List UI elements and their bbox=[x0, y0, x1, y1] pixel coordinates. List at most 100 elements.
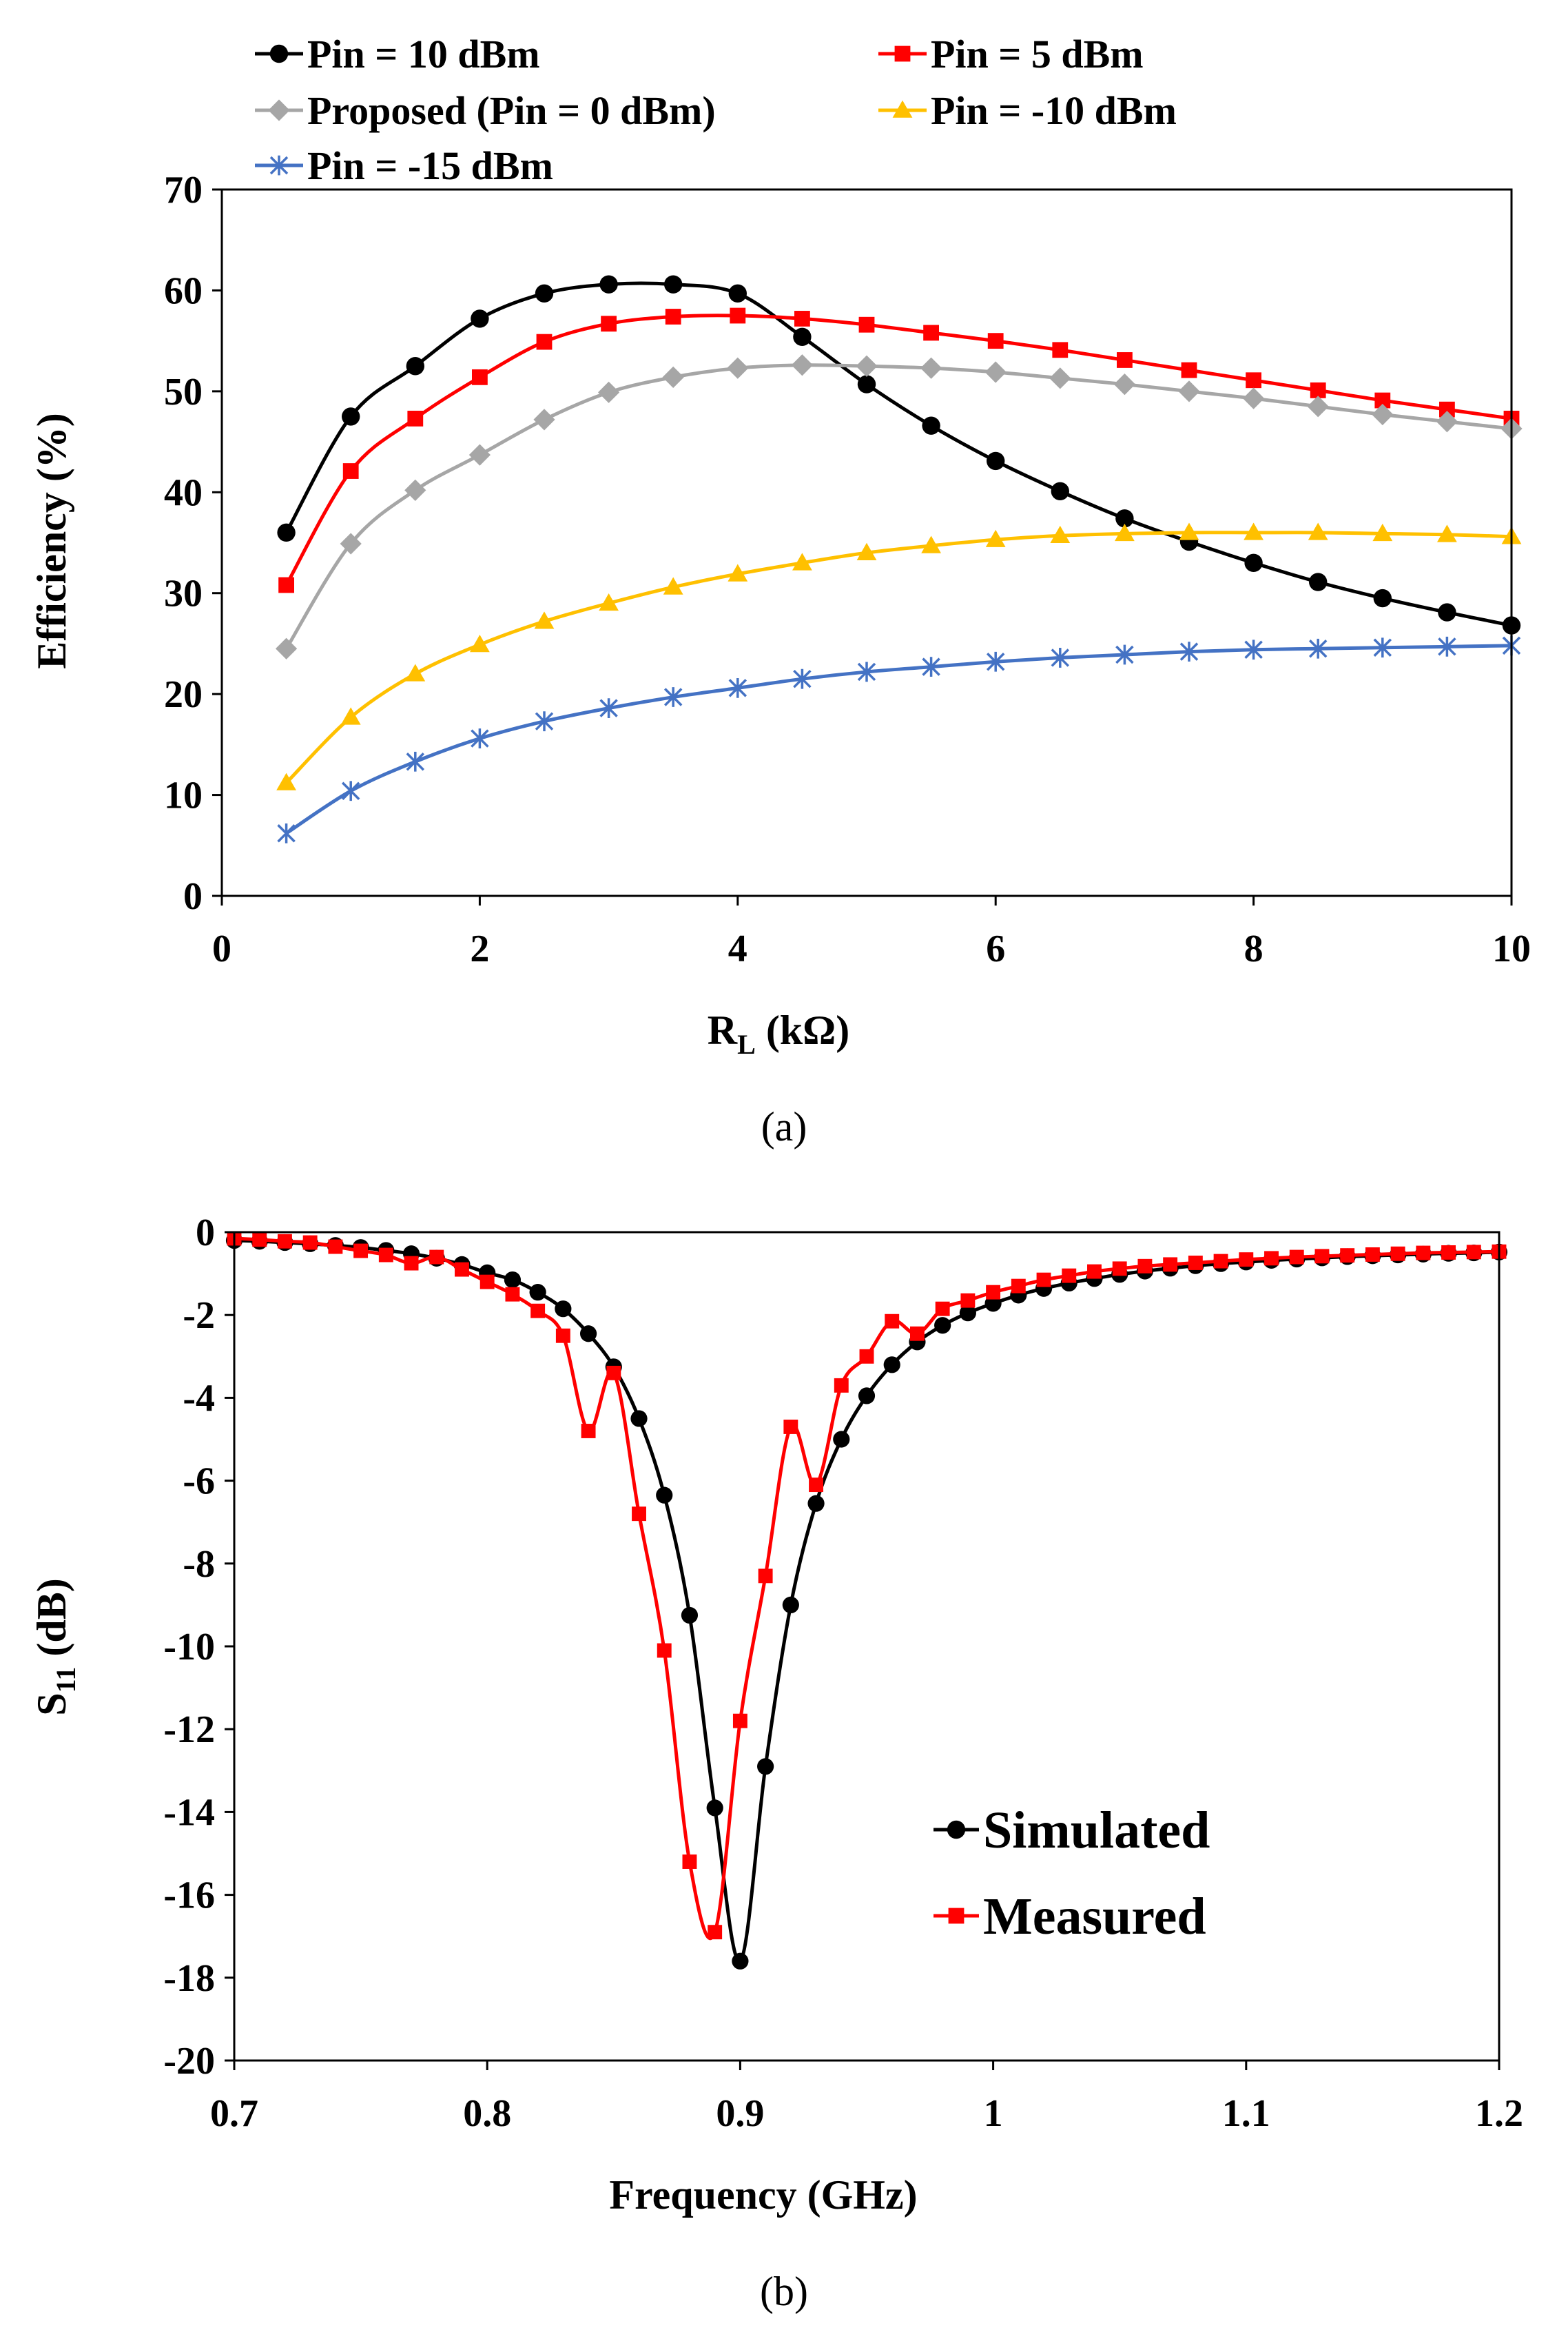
b-data-point-measured bbox=[1062, 1268, 1077, 1283]
b-y-tick-label: -16 bbox=[163, 1874, 215, 1917]
a-data-point-pin-10-dbm bbox=[340, 707, 361, 725]
a-x-tick-label: 0 bbox=[212, 928, 231, 970]
b-series-line-measured bbox=[234, 1236, 1500, 1941]
a-data-point-pin-10-dbm bbox=[793, 327, 812, 346]
a-legend-label: Pin = 10 dBm bbox=[307, 32, 540, 76]
a-data-point-pin-15-dbm bbox=[277, 823, 296, 844]
a-y-tick-label: 70 bbox=[164, 169, 203, 212]
a-y-tick-label: 20 bbox=[164, 673, 203, 716]
a-series-pin-10-dbm bbox=[276, 522, 1522, 790]
b-data-point-simulated bbox=[858, 1387, 876, 1404]
a-data-point-pin-15-dbm bbox=[535, 711, 554, 732]
a-data-point-pin-10-dbm bbox=[728, 564, 748, 582]
a-data-point-proposed-pin-0-dbm bbox=[1113, 374, 1135, 396]
a-data-point-proposed-pin-0-dbm bbox=[1372, 403, 1394, 426]
a-data-point-pin-15-dbm bbox=[986, 651, 1005, 672]
a-data-point-proposed-pin-0-dbm bbox=[1243, 387, 1265, 409]
b-data-point-measured bbox=[429, 1249, 444, 1265]
b-data-point-measured bbox=[505, 1287, 520, 1302]
a-y-tick-label: 60 bbox=[164, 269, 203, 312]
b-legend-swatch-marker bbox=[947, 1820, 966, 1839]
panel-b-y-axis-title-sub: 11 bbox=[50, 1667, 81, 1693]
b-data-point-measured bbox=[783, 1420, 798, 1434]
b-data-point-simulated bbox=[681, 1606, 699, 1624]
panel-b-s11-chart: 0 -2 -4 -6 -8 -10 -12 -14 -16 -18 -20 0.7 0.8 0.9 1 1.… bbox=[29, 1212, 1523, 2314]
b-data-point-measured bbox=[885, 1313, 900, 1329]
a-data-point-pin-10-dbm bbox=[1244, 553, 1263, 572]
a-data-point-proposed-pin-0-dbm bbox=[1049, 367, 1071, 389]
a-data-point-proposed-pin-0-dbm bbox=[468, 444, 491, 466]
a-data-point-pin-5-dbm bbox=[472, 369, 488, 385]
a-data-point-pin-10-dbm bbox=[1051, 482, 1070, 501]
b-data-point-measured bbox=[1365, 1247, 1380, 1262]
a-legend-entry-pin-5-dbm: Pin = 5 dBm bbox=[878, 32, 1144, 76]
a-series-line-pin-10-dbm bbox=[285, 281, 1512, 628]
a-legend-swatch-marker bbox=[269, 44, 289, 63]
panel-a-x-axis-title-main: R bbox=[708, 1008, 738, 1053]
b-data-point-measured bbox=[1163, 1257, 1178, 1272]
b-data-point-simulated bbox=[579, 1325, 597, 1342]
a-data-point-pin-15-dbm bbox=[922, 657, 940, 677]
a-data-point-pin-15-dbm bbox=[1373, 637, 1392, 658]
a-x-tick-label: 4 bbox=[728, 928, 747, 970]
b-data-point-simulated bbox=[732, 1952, 749, 1970]
a-data-point-pin-10-dbm bbox=[1179, 522, 1199, 540]
b-data-point-measured bbox=[1137, 1258, 1153, 1274]
b-x-tick-label: 1.2 bbox=[1475, 2092, 1523, 2135]
a-data-point-proposed-pin-0-dbm bbox=[276, 637, 298, 660]
b-data-point-measured bbox=[277, 1234, 292, 1249]
a-data-point-pin-5-dbm bbox=[407, 410, 424, 427]
panel-b-y-axis-title-main: S bbox=[29, 1693, 74, 1715]
a-legend-entry-pin-10-dbm: Pin = 10 dBm bbox=[255, 32, 540, 76]
b-legend-label: Measured bbox=[983, 1888, 1206, 1945]
a-data-point-pin-10-dbm bbox=[599, 593, 619, 611]
b-data-point-measured bbox=[353, 1243, 369, 1258]
b-series-simulated bbox=[225, 1231, 1508, 1970]
a-legend-entry-proposed-pin-0-dbm: Proposed (Pin = 0 dBm) bbox=[255, 88, 716, 133]
a-data-point-proposed-pin-0-dbm bbox=[791, 354, 813, 376]
b-data-point-measured bbox=[632, 1506, 646, 1522]
a-data-point-pin-15-dbm bbox=[471, 728, 489, 748]
b-x-tick-label: 1 bbox=[984, 2092, 1003, 2135]
a-data-point-pin-10-dbm bbox=[856, 542, 877, 560]
b-data-point-measured bbox=[1011, 1278, 1026, 1294]
panel-a-y-axis-title: Efficiency (%) bbox=[29, 413, 74, 669]
a-legend-swatch-marker bbox=[269, 155, 289, 176]
b-data-point-measured bbox=[1213, 1254, 1228, 1269]
b-data-point-simulated bbox=[807, 1495, 825, 1512]
panel-b-caption: (b) bbox=[760, 2269, 808, 2314]
a-data-point-pin-10-dbm bbox=[987, 451, 1005, 471]
panel-a-caption: (a) bbox=[761, 1104, 807, 1149]
a-x-tick-label: 10 bbox=[1492, 928, 1531, 970]
a-legend-swatch-marker bbox=[894, 45, 911, 62]
a-data-point-pin-5-dbm bbox=[1374, 392, 1391, 409]
b-data-point-measured bbox=[708, 1925, 723, 1940]
b-data-point-measured bbox=[1466, 1245, 1481, 1260]
b-data-point-measured bbox=[657, 1643, 672, 1658]
panel-a-series-group bbox=[276, 275, 1523, 844]
a-data-point-proposed-pin-0-dbm bbox=[1178, 380, 1200, 402]
a-data-point-pin-5-dbm bbox=[794, 311, 810, 327]
panel-a-plot-frame bbox=[220, 188, 1513, 897]
a-x-tick-label: 8 bbox=[1244, 928, 1263, 970]
a-data-point-pin-5-dbm bbox=[1052, 342, 1069, 358]
a-data-point-pin-10-dbm bbox=[1115, 509, 1134, 528]
a-data-point-pin-10-dbm bbox=[1115, 523, 1135, 542]
a-data-point-pin-5-dbm bbox=[987, 333, 1004, 349]
b-legend-entry-measured: Measured bbox=[933, 1888, 1206, 1945]
b-data-point-simulated bbox=[555, 1300, 572, 1318]
b-y-tick-label: -4 bbox=[183, 1377, 215, 1420]
a-data-point-pin-5-dbm bbox=[923, 325, 939, 341]
b-data-point-measured bbox=[1289, 1249, 1304, 1265]
a-data-point-pin-15-dbm bbox=[1308, 638, 1328, 659]
b-y-tick-label: -6 bbox=[183, 1460, 215, 1503]
a-data-point-pin-5-dbm bbox=[1181, 362, 1197, 378]
b-data-point-simulated bbox=[833, 1431, 850, 1448]
a-data-point-pin-10-dbm bbox=[728, 284, 747, 303]
a-data-point-pin-15-dbm bbox=[663, 687, 683, 707]
b-data-point-measured bbox=[1390, 1246, 1405, 1261]
panel-a-x-axis-title: RL (kΩ) bbox=[708, 1008, 849, 1060]
panel-a-y-ticks: 0 10 20 30 40 50 60 70 bbox=[164, 169, 222, 918]
b-x-tick-label: 0.9 bbox=[716, 2092, 764, 2135]
